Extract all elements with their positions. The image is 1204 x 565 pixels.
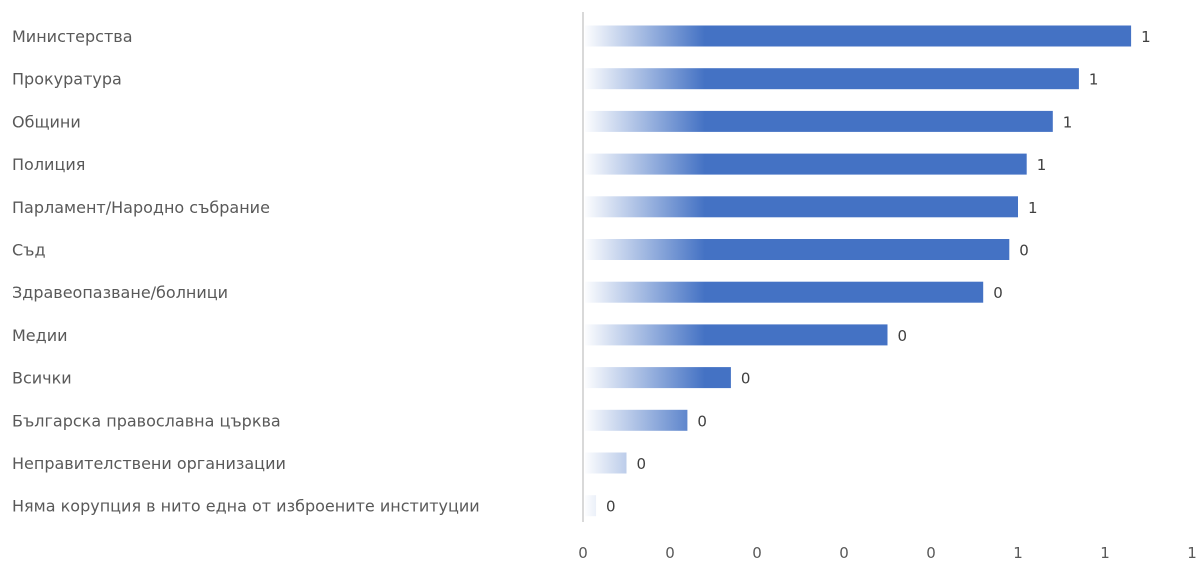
data-label: 1 bbox=[1037, 156, 1047, 174]
bar bbox=[585, 110, 1053, 132]
category-label: Парламент/Народно събрание bbox=[12, 198, 270, 217]
data-label: 0 bbox=[741, 370, 751, 388]
x-tick-label: 0 bbox=[665, 544, 675, 562]
bar bbox=[585, 68, 1079, 90]
bar bbox=[585, 153, 1027, 175]
data-label: 0 bbox=[637, 455, 647, 473]
x-tick-label: 1 bbox=[1013, 544, 1023, 562]
bar bbox=[585, 239, 1010, 260]
x-tick-label: 0 bbox=[926, 544, 936, 562]
bar bbox=[585, 452, 627, 474]
x-tick-label: 0 bbox=[839, 544, 849, 562]
data-label: 1 bbox=[1028, 199, 1038, 217]
category-label: Общини bbox=[12, 112, 81, 131]
category-label: Съд bbox=[12, 241, 46, 260]
data-label: 1 bbox=[1063, 113, 1073, 131]
bar bbox=[585, 495, 597, 517]
x-tick-label: 1 bbox=[1100, 544, 1110, 562]
x-tick-label: 0 bbox=[752, 544, 762, 562]
category-label: Министерства bbox=[12, 27, 133, 46]
bar bbox=[585, 196, 1018, 218]
bar bbox=[585, 281, 984, 303]
data-label: 0 bbox=[993, 284, 1003, 302]
category-label: Полиция bbox=[12, 155, 85, 174]
data-label: 0 bbox=[898, 327, 908, 345]
category-label: Неправителствени организации bbox=[12, 454, 286, 473]
x-tick-label: 0 bbox=[578, 544, 588, 562]
bar bbox=[585, 409, 688, 431]
x-tick-label: 1 bbox=[1187, 544, 1197, 562]
category-label: Прокуратура bbox=[12, 70, 122, 89]
bar bbox=[585, 25, 1132, 47]
plot-area: Министерства 1 Прокуратура 1 Общини 1 Полиция 1… bbox=[12, 12, 1197, 562]
category-label: Здравеопазване/болници bbox=[12, 283, 228, 302]
category-label: Няма корупция в нито една от изброените … bbox=[12, 497, 480, 516]
bar bbox=[585, 324, 888, 346]
bar bbox=[585, 367, 731, 389]
data-label: 0 bbox=[606, 498, 616, 516]
category-label: Всички bbox=[12, 369, 72, 388]
data-label: 0 bbox=[1019, 242, 1029, 260]
category-label: Българска православна църква bbox=[12, 411, 281, 430]
category-label: Медии bbox=[12, 326, 68, 345]
data-label: 1 bbox=[1141, 28, 1151, 46]
data-label: 1 bbox=[1089, 71, 1099, 89]
data-label: 0 bbox=[697, 412, 707, 430]
